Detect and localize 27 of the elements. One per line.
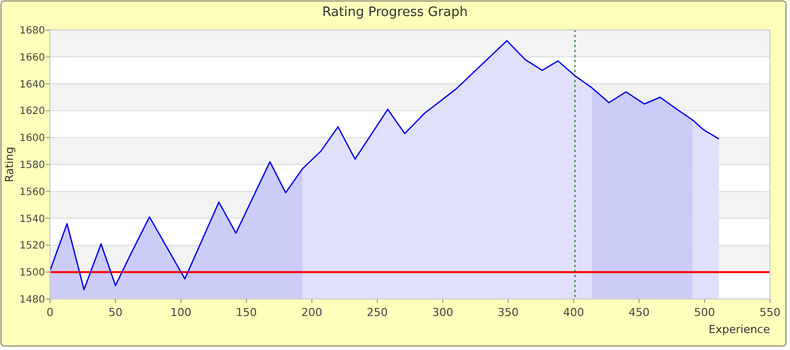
x-tick-label: 150 xyxy=(236,306,257,319)
x-tick-label: 400 xyxy=(563,306,584,319)
y-axis-title: Rating xyxy=(3,146,16,182)
y-tick-label: 1660 xyxy=(20,52,45,64)
y-tick-label: 1680 xyxy=(20,26,45,36)
x-tick-label: 250 xyxy=(366,306,388,319)
y-tick-label: 1620 xyxy=(20,106,45,118)
y-tick-label: 1480 xyxy=(20,294,45,306)
line-series xyxy=(49,40,720,290)
x-tick-label: 200 xyxy=(301,306,322,319)
x-axis-title: Experience xyxy=(708,323,770,336)
y-tick-label: 1520 xyxy=(20,240,45,252)
x-tick-label: 500 xyxy=(694,306,716,319)
x-tick-label: 0 xyxy=(46,306,54,319)
y-tick-label: 1580 xyxy=(20,160,45,171)
x-tick-label: 450 xyxy=(628,306,650,319)
x-tick-label: 550 xyxy=(760,306,780,319)
y-tick-label: 1540 xyxy=(20,214,45,225)
x-tick-label: 100 xyxy=(170,306,192,319)
x-tick-label: 300 xyxy=(432,306,454,319)
y-tick-label: 1500 xyxy=(20,268,45,279)
chart-title: Rating Progress Graph xyxy=(322,5,468,20)
x-tick-label: 350 xyxy=(498,306,519,319)
y-tick-label: 1640 xyxy=(20,79,45,90)
x-tick-label: 50 xyxy=(108,306,122,319)
y-tick-label: 1600 xyxy=(20,133,45,144)
y-tick-label: 1560 xyxy=(20,186,45,198)
